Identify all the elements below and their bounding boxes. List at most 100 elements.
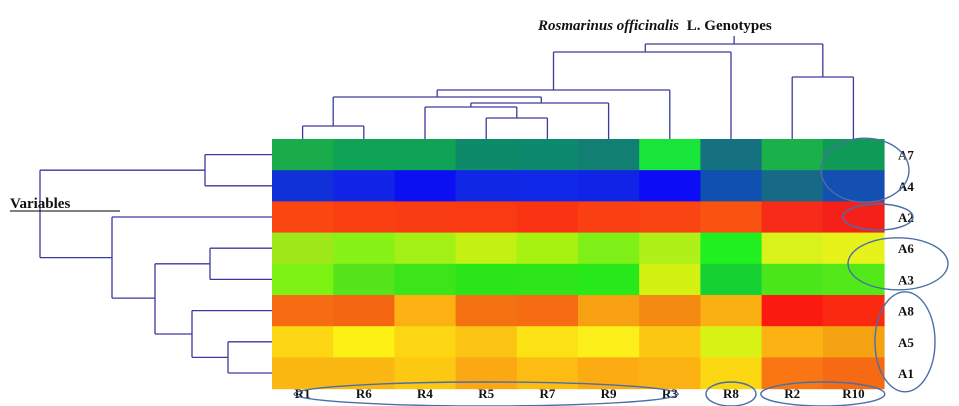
heatmap-cell-A8-R7 (516, 295, 579, 327)
heatmap-cell-A2-R3 (639, 201, 701, 234)
heatmap-cell-A3-R6 (333, 263, 395, 296)
heatmap-cell-A8-R3 (639, 295, 701, 327)
heatmap-cell-A1-R8 (700, 357, 763, 390)
heatmap-cell-A3-R7 (516, 263, 579, 296)
heatmap-cell-A3-R2 (761, 263, 824, 296)
heatmap-cell-A7-R2 (761, 139, 824, 171)
column-label-R4: R4 (417, 386, 433, 401)
heatmap-cell-A6-R4 (394, 232, 457, 265)
heatmap-cell-A5-R10 (822, 326, 885, 358)
row-label-A3: A3 (898, 272, 914, 287)
heatmap-cell-A4-R10 (822, 170, 885, 202)
heatmap-cell-A6-R7 (516, 232, 579, 265)
column-label-R6: R6 (356, 386, 372, 401)
heatmap-cell-A5-R6 (333, 326, 395, 358)
heatmap-cell-A5-R2 (761, 326, 824, 358)
oval-rows-a6-a3 (847, 237, 949, 291)
heatmap-cell-A3-R5 (455, 263, 518, 296)
row-label-A7: A7 (898, 148, 914, 163)
heatmap-cell-A8-R9 (578, 295, 640, 327)
heatmap-cell-A1-R10 (822, 357, 885, 390)
chart-title: Rosmarinus officinalis L. Genotypes (537, 18, 772, 34)
heatmap-cell-A8-R8 (700, 295, 763, 327)
group-ovals (293, 137, 949, 406)
row-label-A6: A6 (898, 241, 914, 256)
heatmap-cell-A8-R10 (822, 295, 885, 327)
column-label-R10: R10 (842, 386, 864, 401)
heatmap-cell-A5-R7 (516, 326, 579, 358)
oval-columns-r2-r10 (760, 381, 886, 406)
heatmap-cell-A6-R6 (333, 232, 395, 265)
heatmap-cell-A2-R4 (394, 201, 457, 234)
heatmap-cell-A6-R10 (822, 232, 885, 265)
column-label-R7: R7 (539, 386, 555, 401)
oval-row-a2 (842, 203, 914, 231)
heatmap-cell-A4-R9 (578, 170, 640, 202)
oval-columns-r1-r3 (293, 381, 679, 406)
heatmap-cell-A4-R5 (455, 170, 518, 202)
column-label-R2: R2 (784, 386, 800, 401)
heatmap-cell-A3-R4 (394, 263, 457, 296)
heatmap-cell-A3-R8 (700, 263, 763, 296)
heatmap-cell-A5-R1 (272, 326, 334, 358)
chart-title-italic: Rosmarinus officinalis (537, 18, 679, 34)
heatmap-cell-A4-R3 (639, 170, 701, 202)
heatmap-cell-A8-R1 (272, 295, 334, 327)
column-label-R9: R9 (601, 386, 617, 401)
row-label-A1: A1 (898, 366, 914, 381)
heatmap-cell-A7-R6 (333, 139, 395, 171)
heatmap-cell-A7-R4 (394, 139, 457, 171)
heatmap-cell-A3-R10 (822, 263, 885, 296)
heatmap-cell-A8-R2 (761, 295, 824, 327)
oval-rows-a8-a5-a1 (874, 291, 936, 393)
heatmap-cell-A8-R5 (455, 295, 518, 327)
heatmap-cell-A4-R8 (700, 170, 763, 202)
heatmap-cell-A1-R3 (639, 357, 701, 390)
heatmap-cell-A2-R1 (272, 201, 334, 234)
oval-column-r8 (705, 381, 757, 406)
oval-rows-a7-a4 (820, 137, 910, 203)
heatmap-cell-A6-R3 (639, 232, 701, 265)
heatmap-cell-A5-R9 (578, 326, 640, 358)
heatmap-cell-A6-R5 (455, 232, 518, 265)
heatmap-cell-A7-R7 (516, 139, 579, 171)
column-dendrogram (301, 36, 855, 139)
row-label-A5: A5 (898, 335, 914, 350)
heatmap-cell-A1-R2 (761, 357, 824, 390)
heatmap-cell-A2-R10 (822, 201, 885, 234)
row-label-A8: A8 (898, 304, 914, 319)
heatmap-cell-A7-R10 (822, 139, 885, 171)
heatmap-cell-A2-R6 (333, 201, 395, 234)
row-label-A2: A2 (898, 210, 914, 225)
heatmap-cell-A1-R7 (516, 357, 579, 390)
row-axis-label: Variables (10, 196, 70, 212)
row-label-A4: A4 (898, 179, 914, 194)
row-labels: A7 A4 A2 A6 A3 A8 A5 A1 (898, 148, 914, 381)
heatmap-cell-A6-R9 (578, 232, 640, 265)
heatmap-cell-A2-R7 (516, 201, 579, 234)
heatmap-cell-A5-R5 (455, 326, 518, 358)
heatmap-cell-A6-R1 (272, 232, 334, 265)
heatmap-cell-A2-R9 (578, 201, 640, 234)
heatmap-cell-A7-R1 (272, 139, 334, 171)
heatmap-cell-A6-R8 (700, 232, 763, 265)
heatmap-cell-A1-R4 (394, 357, 457, 390)
heatmap-cell-A2-R8 (700, 201, 763, 234)
heatmap-cell-A4-R2 (761, 170, 824, 202)
heatmap-cell-A8-R6 (333, 295, 395, 327)
column-label-R5: R5 (478, 386, 494, 401)
heatmap-cell-A1-R1 (272, 357, 334, 390)
heatmap-cell-A1-R5 (455, 357, 518, 390)
heatmap-cell-A2-R5 (455, 201, 518, 234)
heatmap-cell-A7-R9 (578, 139, 640, 171)
heatmap-cell-A5-R4 (394, 326, 457, 358)
heatmap-cell-A7-R8 (700, 139, 763, 171)
heatmap-cell-A6-R2 (761, 232, 824, 265)
heatmap-cell-A4-R4 (394, 170, 457, 202)
heatmap-grid (272, 139, 885, 390)
heatmap-cell-A3-R1 (272, 263, 334, 296)
heatmap-cell-A2-R2 (761, 201, 824, 234)
chart-title-rest: L. Genotypes (687, 18, 772, 34)
heatmap-cell-A5-R8 (700, 326, 763, 358)
